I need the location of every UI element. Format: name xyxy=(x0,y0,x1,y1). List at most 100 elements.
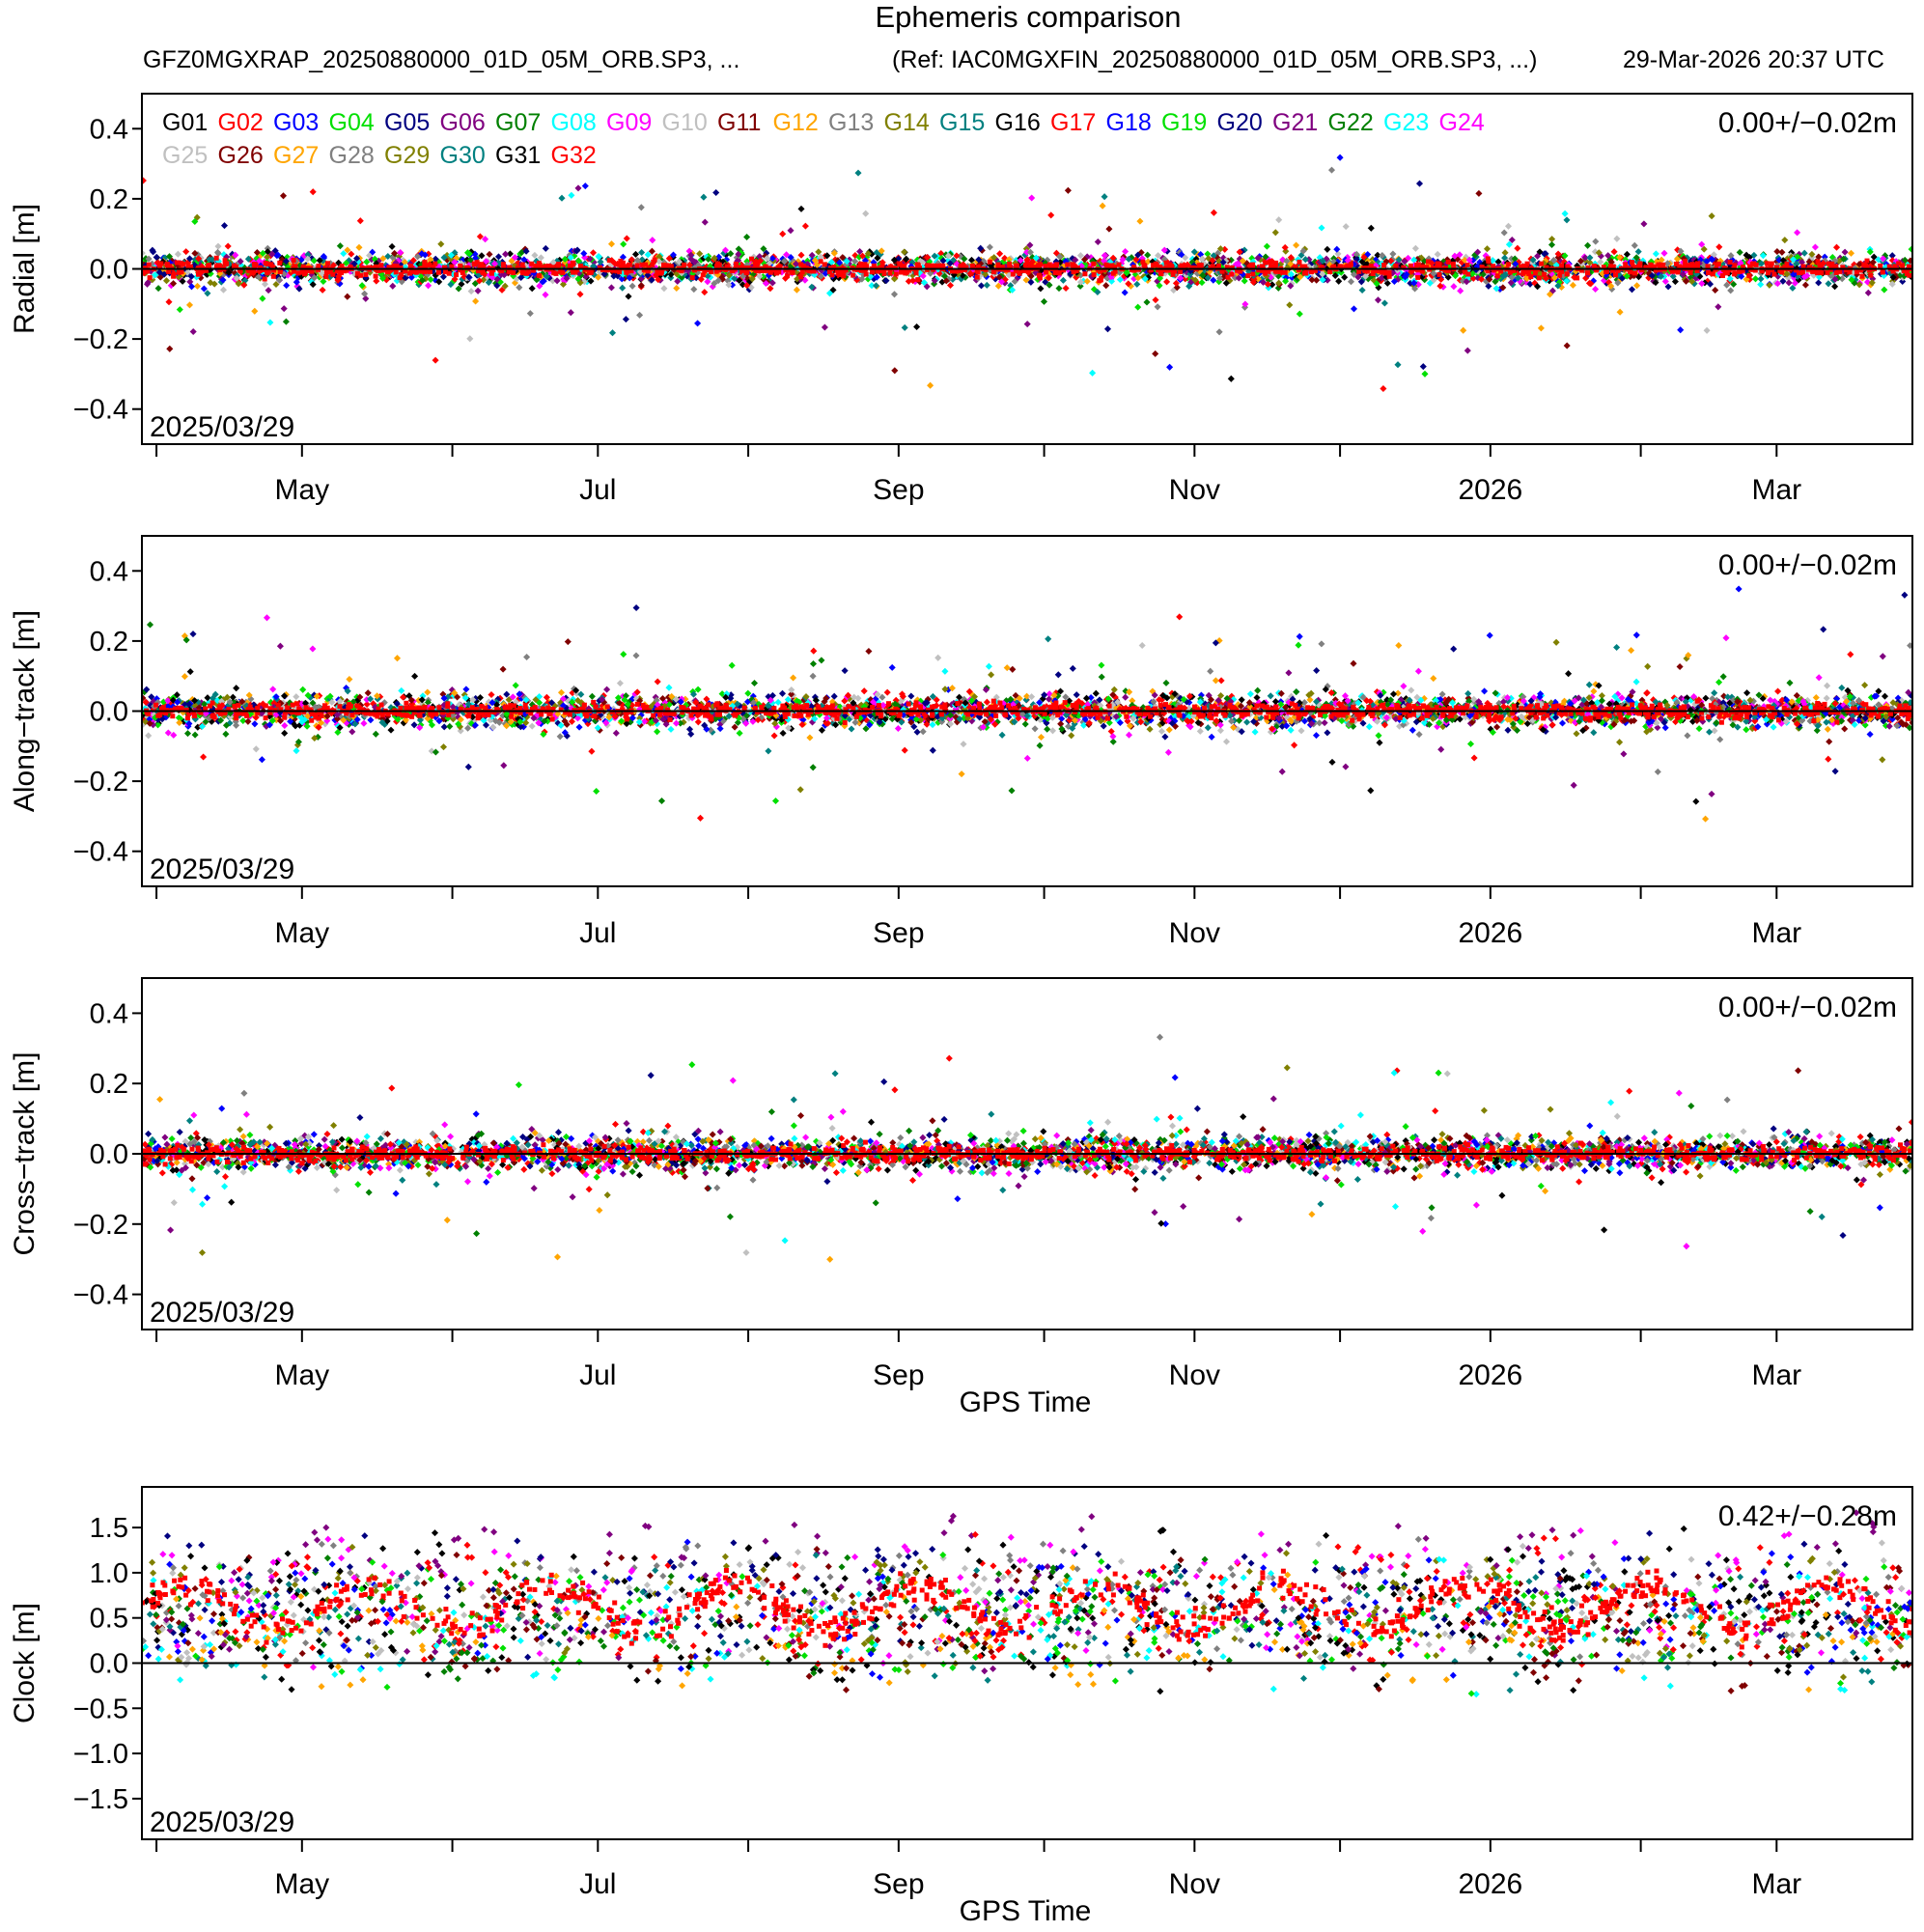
data-point xyxy=(990,269,996,275)
data-point xyxy=(777,264,783,269)
data-point xyxy=(1703,326,1711,334)
data-point xyxy=(1293,241,1300,249)
data-point xyxy=(1022,263,1028,268)
data-point xyxy=(878,247,885,255)
data-point xyxy=(1464,262,1470,267)
data-point xyxy=(1905,270,1910,276)
data-point xyxy=(915,277,921,283)
data-point xyxy=(472,262,478,267)
data-point xyxy=(571,262,576,267)
data-point xyxy=(967,256,976,264)
data-point xyxy=(818,259,823,265)
data-point xyxy=(237,258,244,266)
data-point xyxy=(743,282,751,290)
data-point xyxy=(1028,194,1036,202)
data-point xyxy=(1868,272,1874,278)
data-point xyxy=(1227,375,1235,382)
data-point xyxy=(1347,264,1352,268)
data-point xyxy=(1815,259,1821,265)
data-point xyxy=(1677,264,1683,269)
data-point xyxy=(1832,243,1841,251)
data-point xyxy=(1393,264,1399,268)
data-point xyxy=(1524,261,1530,266)
data-point xyxy=(1007,261,1013,266)
data-point xyxy=(1633,282,1641,290)
data-point xyxy=(931,252,938,260)
data-point xyxy=(568,191,575,199)
data-point xyxy=(447,251,455,259)
data-point xyxy=(443,269,448,275)
chart-title: Ephemeris comparison xyxy=(875,0,1182,34)
data-point xyxy=(715,267,721,273)
data-point xyxy=(1136,217,1144,225)
data-point xyxy=(669,251,678,259)
data-point xyxy=(1148,267,1154,273)
data-point xyxy=(1777,267,1783,273)
y-tick-label: −0.4 xyxy=(73,395,128,426)
data-point xyxy=(1736,268,1742,274)
data-point xyxy=(1538,261,1544,266)
data-point xyxy=(1074,267,1079,273)
data-point xyxy=(626,274,633,282)
data-point xyxy=(1055,285,1063,293)
data-point xyxy=(1544,265,1549,270)
data-point xyxy=(685,261,693,268)
data-point xyxy=(729,281,737,289)
data-point xyxy=(792,260,800,267)
y-tick-label: 0.2 xyxy=(90,184,128,215)
data-point xyxy=(1286,301,1294,309)
data-point xyxy=(1056,270,1062,276)
data-point xyxy=(634,263,640,268)
data-point xyxy=(1419,264,1425,269)
data-point xyxy=(1256,267,1262,273)
data-point xyxy=(1722,634,1730,642)
data-point xyxy=(648,276,655,284)
data-point xyxy=(389,282,397,290)
data-point xyxy=(567,263,572,268)
data-point xyxy=(799,269,805,275)
data-point xyxy=(1660,262,1666,267)
data-point xyxy=(1683,262,1687,267)
data-point xyxy=(482,258,490,266)
data-point xyxy=(1463,269,1468,275)
data-point xyxy=(767,285,774,293)
y-tick-label: 0.0 xyxy=(90,255,128,286)
data-point xyxy=(1381,263,1387,267)
data-point xyxy=(485,279,492,287)
data-point xyxy=(953,252,961,260)
data-point xyxy=(954,268,960,274)
data-point xyxy=(690,286,698,294)
data-point xyxy=(1327,269,1333,274)
data-point xyxy=(1335,277,1343,285)
data-point xyxy=(1881,286,1888,294)
data-point xyxy=(1623,262,1629,267)
data-point xyxy=(304,255,312,263)
data-point xyxy=(1766,270,1771,276)
data-point xyxy=(1533,268,1539,274)
data-point xyxy=(622,265,627,270)
data-point xyxy=(1269,264,1274,269)
data-point xyxy=(251,267,257,273)
data-point xyxy=(145,255,153,263)
data-point xyxy=(378,274,387,282)
data-point xyxy=(1613,235,1621,242)
data-point xyxy=(798,262,804,267)
data-point xyxy=(283,282,291,290)
data-point xyxy=(476,268,481,274)
data-point xyxy=(1342,223,1350,231)
data-point xyxy=(1563,342,1571,350)
data-point xyxy=(193,282,202,290)
data-point xyxy=(843,258,850,266)
data-point xyxy=(851,258,859,266)
data-point xyxy=(1047,211,1055,219)
data-point xyxy=(749,256,754,262)
data-point xyxy=(373,277,380,285)
data-point xyxy=(1608,264,1614,269)
data-point xyxy=(460,269,465,275)
data-point xyxy=(1105,225,1113,233)
data-point xyxy=(362,294,370,302)
data-point xyxy=(1389,250,1397,258)
data-point xyxy=(1585,270,1590,276)
data-point xyxy=(898,269,904,275)
data-point xyxy=(648,247,655,255)
